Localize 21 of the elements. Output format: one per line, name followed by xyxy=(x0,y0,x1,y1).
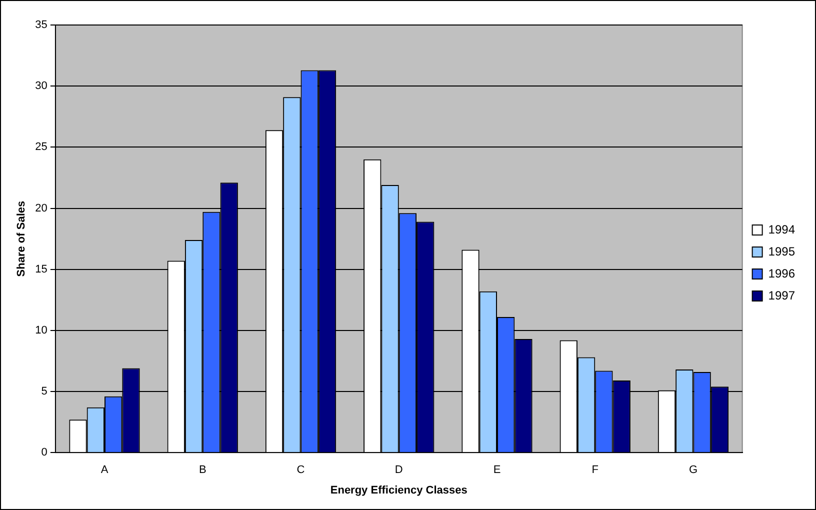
legend-label: 1997 xyxy=(768,288,796,302)
y-tick-label: 10 xyxy=(35,324,48,336)
y-tick-label: 20 xyxy=(35,202,48,214)
y-tick-label: 25 xyxy=(35,141,48,154)
legend-label: 1996 xyxy=(768,266,796,280)
legend-label: 1994 xyxy=(768,222,796,236)
x-tick-label: E xyxy=(493,464,501,476)
x-axis-title: Energy Efficiency Classes xyxy=(330,484,468,496)
x-tick-label: F xyxy=(592,464,599,476)
x-tick-label: C xyxy=(296,464,305,476)
y-axis-title: Share of Sales xyxy=(16,200,28,277)
y-tick-label: 5 xyxy=(41,386,48,398)
x-tick-label: A xyxy=(100,464,109,476)
y-tick-label: 35 xyxy=(35,19,48,32)
legend-label: 1995 xyxy=(768,244,796,258)
y-tick-label: 0 xyxy=(41,446,48,459)
y-tick-label: 15 xyxy=(35,263,48,276)
x-tick-label: G xyxy=(688,464,698,476)
x-tick-label: B xyxy=(198,464,206,476)
y-tick-label: 30 xyxy=(35,80,48,92)
x-tick-label: D xyxy=(394,464,403,476)
